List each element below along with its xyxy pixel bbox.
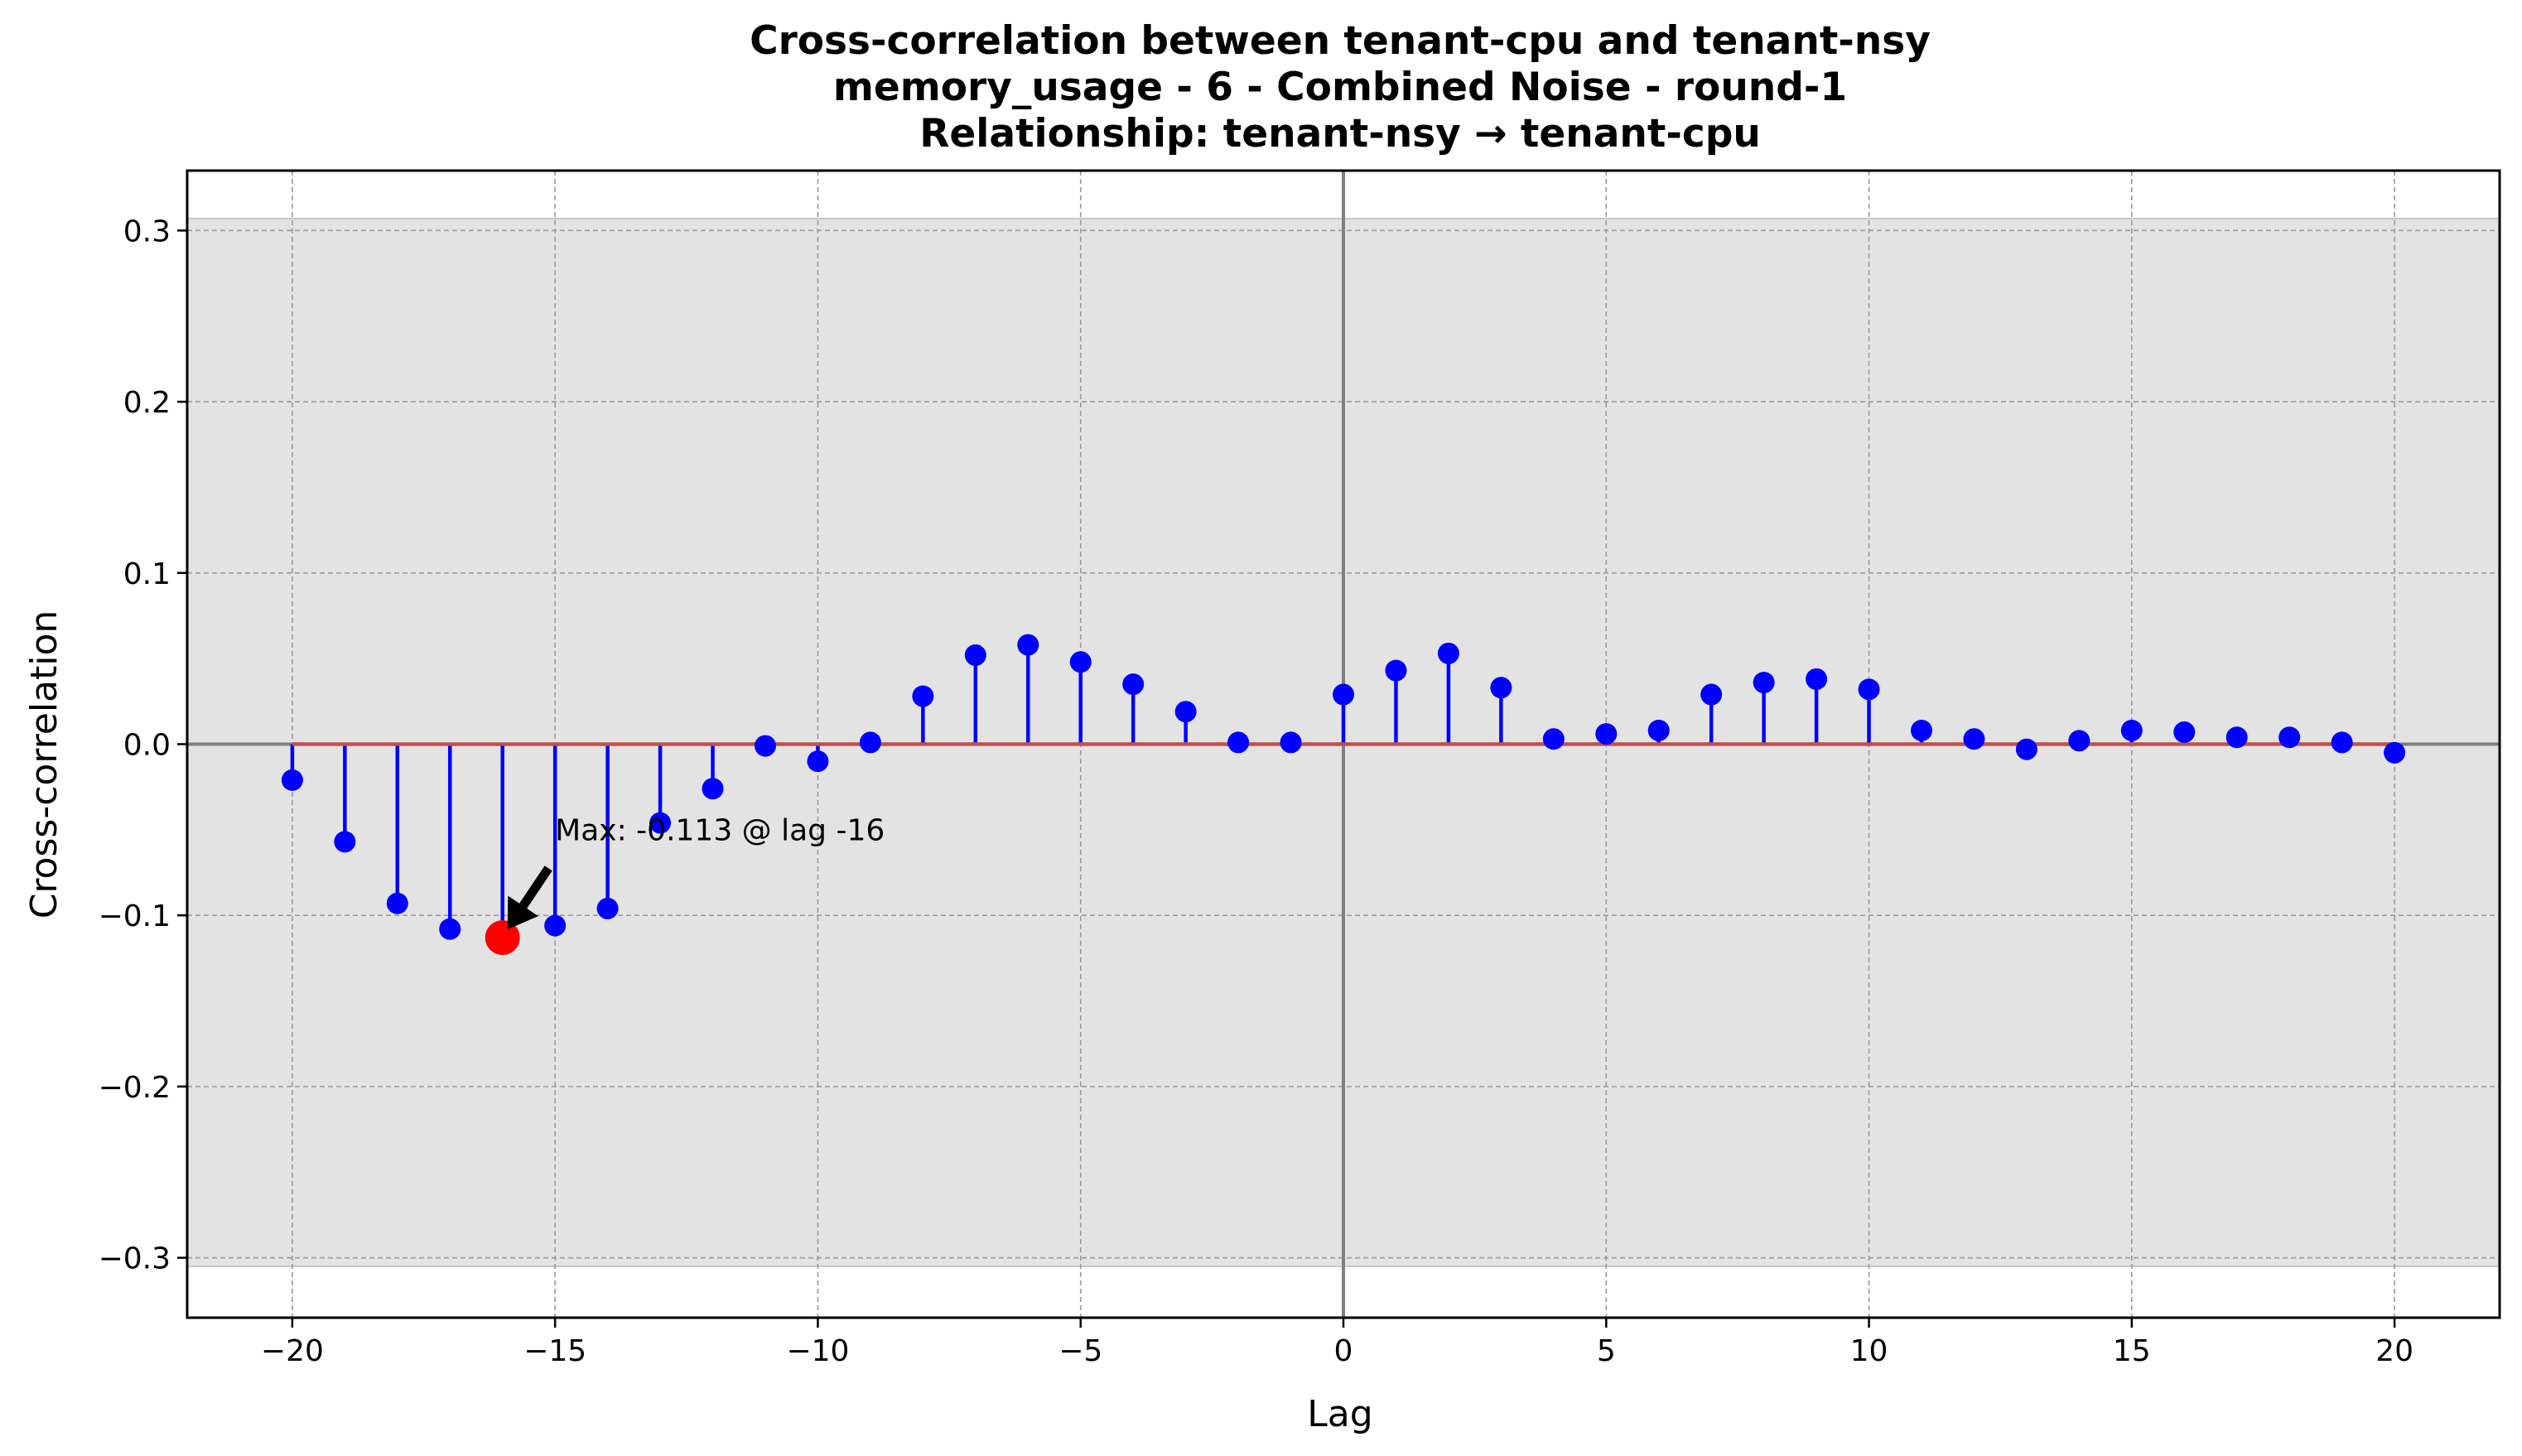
stem-marker (2384, 741, 2406, 764)
stem-marker (1017, 634, 1039, 656)
stem-marker (755, 735, 776, 757)
stem-marker (912, 685, 934, 707)
x-tick-label: 20 (2375, 1334, 2414, 1368)
stem-marker (1911, 719, 1932, 741)
stem-marker (2225, 726, 2248, 749)
stem-marker (439, 918, 461, 940)
stem-marker (1542, 728, 1565, 750)
chart-title-line-1: Cross-correlation between tenant-cpu and… (750, 18, 1931, 64)
y-tick-label: 0.1 (123, 557, 171, 591)
x-tick-label: −5 (1058, 1334, 1102, 1368)
stem-marker (702, 778, 724, 800)
y-tick-label: −0.1 (99, 899, 171, 933)
x-tick-label: 0 (1334, 1334, 1353, 1368)
stem-marker (1227, 731, 1250, 754)
x-tick-label: −20 (261, 1334, 324, 1368)
stem-marker (1700, 683, 1723, 706)
y-tick-label: 0.0 (123, 729, 171, 763)
stem-marker (1174, 701, 1197, 723)
stem-marker (1595, 723, 1618, 745)
stem-marker (1806, 668, 1828, 690)
stem-marker (1647, 719, 1670, 741)
stem-marker (596, 897, 619, 919)
stem-marker (281, 769, 303, 791)
x-tick-label: −10 (786, 1334, 849, 1368)
stem-marker (544, 914, 567, 937)
stem-marker (2015, 738, 2037, 760)
stem-marker (2068, 730, 2090, 752)
stem-marker (964, 644, 986, 667)
x-tick-label: 15 (2113, 1334, 2151, 1368)
stem-marker (2173, 721, 2196, 744)
stem-marker (1122, 673, 1145, 696)
max-annotation-label: Max: -0.113 @ lag -16 (555, 813, 885, 847)
stem-marker (859, 731, 881, 754)
stem-marker (334, 831, 356, 853)
stem-marker (1858, 678, 1880, 701)
y-tick-label: −0.3 (99, 1242, 171, 1276)
max-marker (485, 920, 520, 956)
stem-marker (807, 750, 829, 773)
stem-marker (1963, 728, 1985, 750)
stem-marker (1385, 659, 1407, 682)
annotation-arrow-shaft (519, 865, 552, 909)
stem-marker (2120, 719, 2143, 741)
stem-marker (2331, 731, 2353, 754)
stem-marker (1333, 683, 1354, 706)
y-tick-label: 0.2 (123, 386, 171, 420)
y-tick-label: −0.2 (99, 1071, 171, 1105)
y-axis-label: Cross-correlation (23, 610, 65, 919)
x-tick-label: 10 (1850, 1334, 1888, 1368)
x-axis-label: Lag (1307, 1393, 1372, 1435)
stem-marker (1280, 731, 1302, 754)
chart-title-line-3: Relationship: tenant-nsy → tenant-cpu (919, 111, 1761, 157)
chart-title-line-2: memory_usage - 6 - Combined Noise - roun… (833, 65, 1847, 110)
stem-marker (1437, 642, 1459, 664)
stem-marker (1753, 672, 1775, 694)
annotation-arrow-head (507, 895, 538, 930)
x-tick-label: −15 (523, 1334, 586, 1368)
stem-marker (1069, 651, 1092, 673)
stem-marker (386, 892, 408, 914)
plot-area: Max: -0.113 @ lag -16 −20 −15 −10 −5 0 5 10 15 20… (99, 169, 2501, 1368)
stem-marker (1490, 677, 1512, 699)
stem-marker (2278, 726, 2301, 749)
stem-marker (649, 812, 672, 834)
x-tick-label: 5 (1597, 1334, 1616, 1368)
y-tick-label: 0.3 (123, 215, 171, 248)
